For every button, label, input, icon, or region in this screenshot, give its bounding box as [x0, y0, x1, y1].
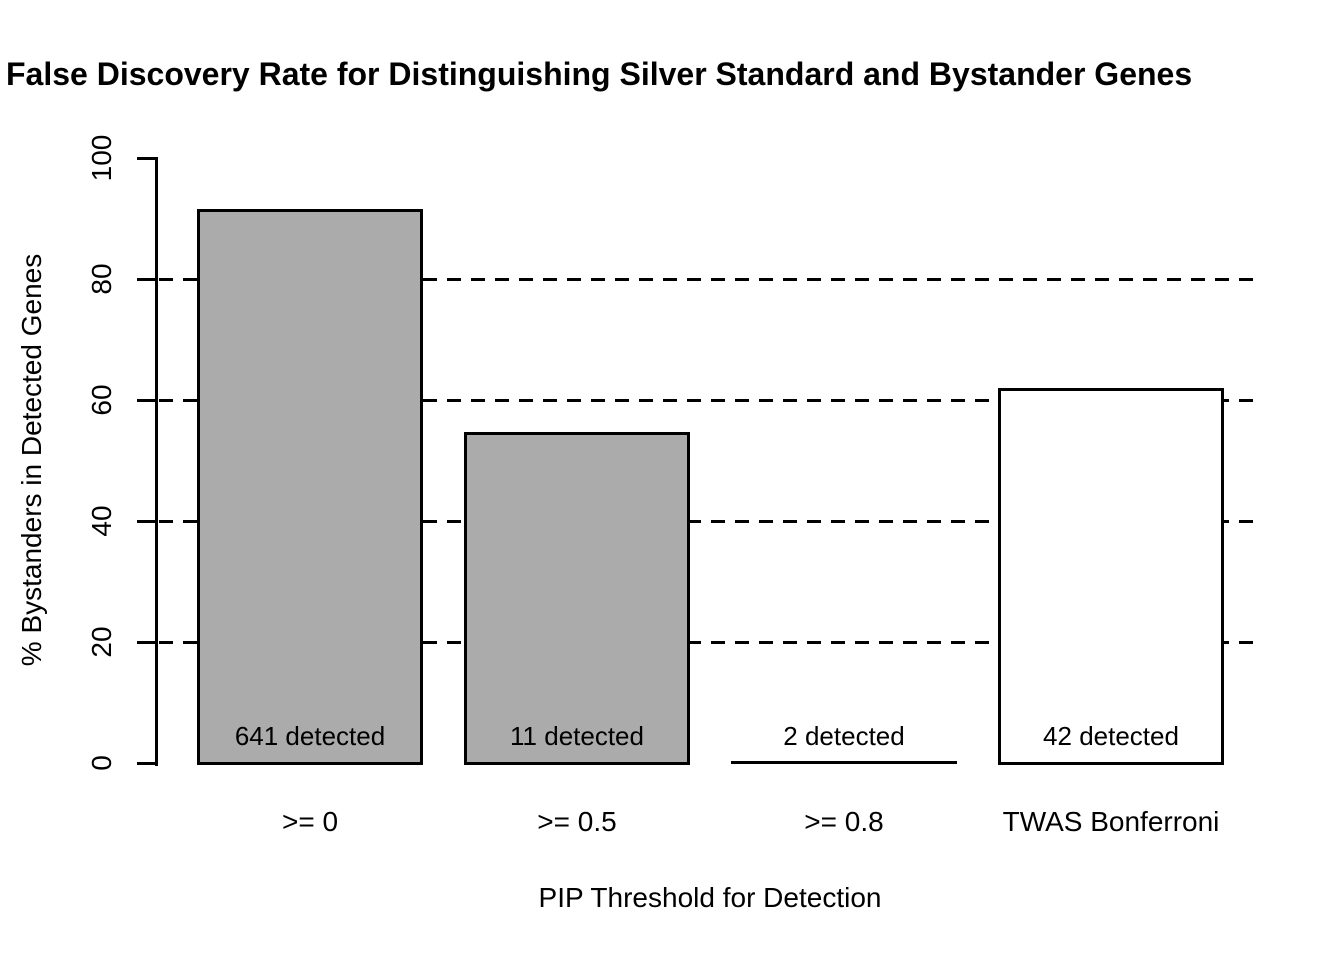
y-tick-label-60: 60	[86, 384, 117, 416]
y-tick-60	[137, 398, 156, 402]
y-tick-80	[137, 277, 156, 281]
bar-2	[464, 432, 690, 765]
x-category-label-4: TWAS Bonferroni	[1002, 806, 1220, 837]
x-axis-label: PIP Threshold for Detection	[538, 882, 882, 913]
bar-count-label-3: 2 detected	[783, 721, 905, 751]
y-axis-label: % Bystanders in Detected Genes	[16, 253, 47, 667]
y-tick-100	[137, 156, 156, 160]
bar-count-label-1: 641 detected	[234, 721, 386, 751]
x-category-label-3: >= 0.8	[804, 806, 884, 837]
y-tick-20	[137, 640, 156, 644]
gridline-20	[159, 640, 1262, 644]
bar-count-label-2: 11 detected	[510, 721, 644, 751]
chart-title: False Discovery Rate for Distinguishing …	[6, 58, 1193, 92]
y-tick-label-20: 20	[86, 626, 117, 658]
gridline-40	[159, 519, 1262, 523]
y-tick-label-40: 40	[86, 505, 117, 537]
y-tick-label-0: 0	[86, 755, 117, 771]
gridline-60	[159, 398, 1262, 402]
y-tick-40	[137, 519, 156, 523]
bar-4	[998, 387, 1224, 765]
y-tick-label-80: 80	[86, 263, 117, 295]
y-tick-0	[137, 761, 156, 765]
y-tick-label-100: 100	[86, 134, 117, 182]
gridline-80	[159, 277, 1262, 281]
bar-1	[197, 209, 423, 765]
x-category-label-1: >= 0	[281, 806, 339, 837]
x-category-label-2: >= 0.5	[537, 806, 617, 837]
bar-count-label-4: 42 detected	[1043, 721, 1179, 751]
y-axis-line	[155, 157, 158, 766]
bar-3-zero-height	[731, 761, 957, 764]
